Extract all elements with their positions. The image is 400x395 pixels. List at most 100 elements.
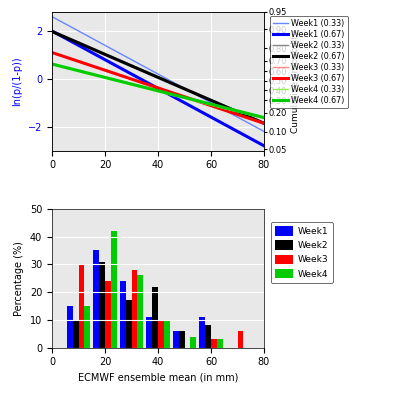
Bar bbox=[67, 306, 73, 348]
Line: Week2 (0.67): Week2 (0.67) bbox=[52, 32, 264, 123]
Week4 (0.33) bbox=[50, 62, 54, 67]
Legend: Week1, Week2, Week3, Week4: Week1, Week2, Week3, Week4 bbox=[270, 222, 333, 283]
Week4 (0.33) bbox=[262, 116, 266, 121]
Week2 (0.33) bbox=[256, 118, 261, 122]
Week4 (0.33) bbox=[176, 94, 180, 99]
Bar bbox=[105, 281, 111, 348]
Week1 (0.33) bbox=[262, 129, 266, 134]
Line: Week4 (0.33): Week4 (0.33) bbox=[52, 65, 264, 118]
Bar bbox=[217, 339, 223, 348]
Week1 (0.67) bbox=[223, 123, 228, 128]
Week1 (0.33) bbox=[223, 108, 228, 113]
Week4 (0.67) bbox=[150, 87, 155, 92]
Week3 (0.33) bbox=[150, 84, 155, 88]
Bar bbox=[158, 320, 164, 348]
Bar bbox=[238, 331, 243, 348]
Line: Week4 (0.67): Week4 (0.67) bbox=[52, 64, 264, 118]
Bar bbox=[111, 231, 117, 348]
Week4 (0.67) bbox=[152, 87, 156, 92]
Week4 (0.33) bbox=[256, 115, 261, 120]
Week4 (0.67) bbox=[223, 105, 228, 110]
Week4 (0.33) bbox=[150, 88, 155, 93]
Line: Week1 (0.67): Week1 (0.67) bbox=[52, 31, 264, 146]
Week1 (0.67) bbox=[152, 84, 156, 88]
Week2 (0.67) bbox=[256, 119, 261, 124]
Bar bbox=[146, 317, 152, 348]
Week3 (0.67) bbox=[150, 84, 155, 88]
Week2 (0.33) bbox=[50, 28, 54, 33]
Bar bbox=[164, 320, 170, 348]
Week1 (0.33) bbox=[164, 76, 169, 81]
Week3 (0.67) bbox=[152, 84, 156, 89]
Line: Week1 (0.33): Week1 (0.33) bbox=[52, 17, 264, 132]
Bar bbox=[78, 264, 84, 348]
Y-axis label: Cumulative probability: Cumulative probability bbox=[291, 30, 300, 133]
Bar bbox=[84, 306, 90, 348]
Week2 (0.33) bbox=[176, 83, 180, 88]
Week1 (0.67) bbox=[150, 83, 155, 88]
Week2 (0.67) bbox=[223, 104, 228, 109]
Week4 (0.33) bbox=[152, 88, 156, 93]
Week1 (0.67) bbox=[50, 28, 54, 33]
Week2 (0.67) bbox=[176, 84, 180, 88]
Line: Week3 (0.33): Week3 (0.33) bbox=[52, 53, 264, 123]
Y-axis label: ln(p/(1-p)): ln(p/(1-p)) bbox=[12, 56, 22, 106]
Bar bbox=[179, 331, 184, 348]
Week1 (0.67) bbox=[256, 141, 261, 145]
Week4 (0.67) bbox=[262, 115, 266, 120]
Bar bbox=[73, 320, 78, 348]
Line: Week3 (0.67): Week3 (0.67) bbox=[52, 53, 264, 123]
Week1 (0.67) bbox=[164, 91, 169, 96]
Week1 (0.33) bbox=[50, 14, 54, 19]
Week3 (0.33) bbox=[50, 50, 54, 55]
Week2 (0.67) bbox=[152, 73, 156, 78]
Bar bbox=[132, 270, 137, 348]
Week3 (0.33) bbox=[164, 88, 169, 93]
Bar bbox=[137, 275, 143, 348]
Week2 (0.33) bbox=[152, 72, 156, 77]
Bar bbox=[99, 261, 105, 348]
Week3 (0.33) bbox=[223, 108, 228, 113]
Bar bbox=[211, 339, 217, 348]
Week2 (0.67) bbox=[50, 29, 54, 34]
Week3 (0.33) bbox=[256, 119, 261, 124]
X-axis label: ECMWF ensemble mean (in mm): ECMWF ensemble mean (in mm) bbox=[78, 373, 238, 383]
Week3 (0.67) bbox=[176, 92, 180, 97]
Bar bbox=[205, 325, 211, 348]
Bar bbox=[152, 286, 158, 348]
Bar bbox=[126, 301, 132, 348]
Week2 (0.33) bbox=[262, 120, 266, 125]
Week1 (0.33) bbox=[176, 83, 180, 87]
Week4 (0.67) bbox=[50, 62, 54, 66]
Week3 (0.33) bbox=[262, 121, 266, 126]
Week2 (0.67) bbox=[262, 121, 266, 126]
Week2 (0.67) bbox=[150, 73, 155, 77]
Bar bbox=[199, 317, 205, 348]
Week1 (0.33) bbox=[256, 126, 261, 131]
Week3 (0.67) bbox=[262, 121, 266, 126]
Week4 (0.67) bbox=[164, 90, 169, 95]
Week3 (0.67) bbox=[223, 108, 228, 113]
Week4 (0.67) bbox=[256, 114, 261, 118]
Week2 (0.33) bbox=[150, 72, 155, 77]
Week4 (0.33) bbox=[164, 92, 169, 96]
Week1 (0.67) bbox=[262, 143, 266, 148]
Bar bbox=[190, 337, 196, 348]
Week2 (0.33) bbox=[223, 103, 228, 108]
Bar bbox=[120, 281, 126, 348]
Week1 (0.33) bbox=[150, 69, 155, 73]
Week1 (0.33) bbox=[152, 70, 156, 74]
Week3 (0.67) bbox=[256, 119, 261, 124]
Week2 (0.33) bbox=[164, 78, 169, 83]
Week3 (0.67) bbox=[164, 88, 169, 93]
Legend: Week1 (0.33), Week1 (0.67), Week2 (0.33), Week2 (0.67), Week3 (0.33), Week3 (0.6: Week1 (0.33), Week1 (0.67), Week2 (0.33)… bbox=[270, 16, 348, 108]
Bar bbox=[93, 250, 99, 348]
Bar bbox=[173, 331, 179, 348]
Y-axis label: Percentage (%): Percentage (%) bbox=[14, 241, 24, 316]
Week1 (0.67) bbox=[176, 97, 180, 102]
Week3 (0.33) bbox=[152, 84, 156, 89]
Week3 (0.33) bbox=[176, 92, 180, 97]
Week3 (0.67) bbox=[50, 50, 54, 55]
Week2 (0.67) bbox=[164, 79, 169, 83]
Week4 (0.67) bbox=[176, 94, 180, 98]
